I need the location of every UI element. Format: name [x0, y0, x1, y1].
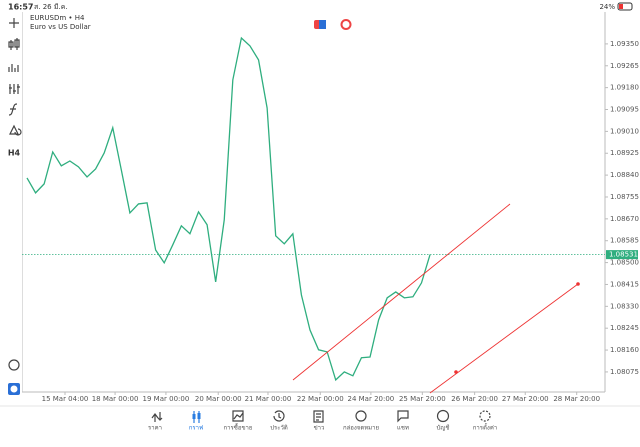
status-battery: 24%: [599, 3, 615, 11]
price-line: [26, 36, 431, 382]
current-price-label: 1.08531: [609, 251, 638, 259]
y-tick-label: 1.08755: [610, 193, 639, 201]
x-tick-label: 18 Mar 00:00: [92, 395, 139, 403]
x-tick-label: 24 Mar 20:00: [348, 395, 395, 403]
status-date: ส. 26 มี.ค.: [34, 3, 68, 11]
nav-icon: [479, 410, 491, 422]
x-tick-label: 20 Mar 00:00: [195, 395, 242, 403]
nav-label[interactable]: บัญชี: [437, 424, 450, 432]
toolbar-divider: [22, 12, 23, 392]
app-icon-dot: [10, 385, 18, 393]
nav-icon: [397, 410, 409, 423]
y-tick-label: 1.08670: [610, 215, 639, 223]
nav-icon: [197, 413, 201, 419]
function-tool[interactable]: [8, 103, 18, 116]
y-tick-label: 1.09265: [610, 62, 639, 70]
status-time: 16:57: [8, 3, 33, 12]
y-tick-label: 1.08500: [610, 259, 639, 267]
trend-anchor[interactable]: [454, 370, 458, 374]
indicator-tool[interactable]: [8, 64, 19, 72]
x-tick-label: 21 Mar 00:00: [245, 395, 292, 403]
y-tick-label: 1.08840: [610, 171, 639, 179]
trend-line[interactable]: [292, 203, 511, 381]
y-tick-label: 1.09350: [610, 40, 639, 48]
one-click-toggle[interactable]: [340, 19, 352, 30]
nav-icon: [232, 410, 244, 422]
nav-icon: [192, 414, 196, 419]
x-tick-label: 22 Mar 00:00: [297, 395, 344, 403]
buy-button[interactable]: [319, 20, 326, 29]
y-tick-label: 1.08245: [610, 324, 639, 332]
battery-icon: [617, 2, 633, 11]
trend-line[interactable]: [429, 283, 579, 394]
y-tick-label: 1.08415: [610, 280, 639, 288]
nav-label[interactable]: ราคา: [148, 425, 162, 432]
y-tick-label: 1.08330: [610, 302, 639, 310]
search-tool[interactable]: [8, 359, 20, 371]
objects-tool[interactable]: [9, 124, 22, 136]
battery-level: [619, 4, 623, 9]
nav-label[interactable]: กราฟ: [189, 425, 203, 432]
y-tick-label: 1.08160: [610, 346, 639, 354]
trend-anchor[interactable]: [576, 282, 580, 286]
nav-label[interactable]: ประวัติ: [270, 425, 288, 432]
chart-type-tool[interactable]: [8, 38, 20, 50]
nav-label[interactable]: การตั้งค่า: [473, 422, 497, 432]
y-tick-label: 1.08075: [610, 368, 639, 376]
settings-tool[interactable]: [9, 84, 20, 94]
plot: 1.09350 1.09265 1.09180 1.09095 1.09010 1.089…: [22, 12, 639, 403]
x-tick-label: 19 Mar 00:00: [143, 395, 190, 403]
y-tick-label: 1.08585: [610, 237, 639, 245]
nav-icon: [273, 410, 285, 422]
left-toolbar: H4: [8, 18, 22, 395]
nav-icon: [355, 410, 367, 422]
y-tick-label: 1.09180: [610, 84, 639, 92]
x-tick-label: 28 Mar 20:00: [553, 395, 600, 403]
y-tick-label: 1.09010: [610, 127, 639, 135]
x-tick-label: 25 Mar 20:00: [399, 395, 446, 403]
x-tick-label: 27 Mar 20:00: [502, 395, 549, 403]
bottom-nav: ราคา กราฟ การซื้อขาย ประวัติ ข่าว กล่องจดหมาย…: [148, 409, 497, 432]
nav-icon: [151, 412, 163, 422]
nav-icon: [436, 409, 450, 423]
nav-icon: [313, 410, 324, 423]
x-tick-label: 26 Mar 20:00: [451, 395, 498, 403]
crosshair-tool[interactable]: [9, 18, 19, 28]
nav-label[interactable]: กล่องจดหมาย: [343, 425, 379, 432]
y-tick-label: 1.08925: [610, 149, 639, 157]
chart-title: EURUSDm • H4: [30, 14, 85, 22]
x-tick-label: 15 Mar 04:00: [42, 395, 89, 403]
timeframe-button[interactable]: H4: [8, 149, 21, 158]
nav-label[interactable]: ข่าว: [314, 425, 325, 432]
nav-label[interactable]: แชท: [397, 425, 409, 432]
chart-subtitle: Euro vs US Dollar: [30, 23, 91, 31]
y-tick-label: 1.09095: [610, 106, 639, 114]
current-price-box: [606, 250, 638, 260]
nav-label[interactable]: การซื้อขาย: [224, 422, 253, 432]
